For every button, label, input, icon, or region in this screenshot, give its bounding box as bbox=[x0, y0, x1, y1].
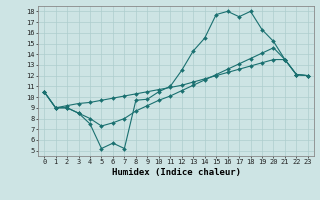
X-axis label: Humidex (Indice chaleur): Humidex (Indice chaleur) bbox=[111, 168, 241, 177]
